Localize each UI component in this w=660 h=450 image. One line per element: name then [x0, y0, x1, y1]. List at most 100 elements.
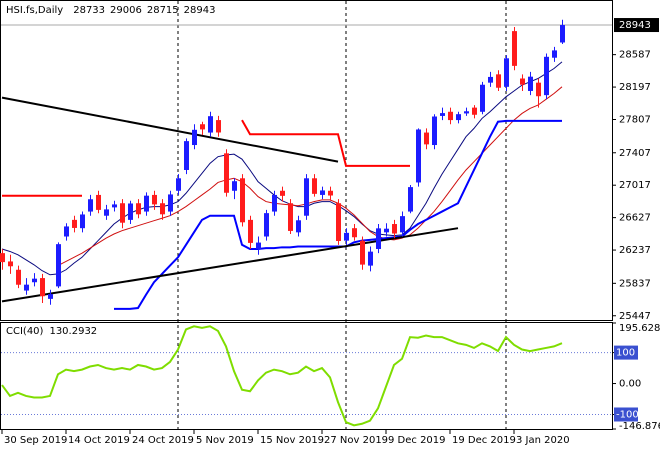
main-panel-frame: [0, 0, 613, 321]
candle-body: [280, 190, 285, 196]
candle-body: [352, 228, 357, 238]
candle-body: [56, 244, 61, 287]
cci-y-tick-label: -146.876: [619, 421, 660, 432]
candle-body: [504, 58, 509, 87]
candle-body: [464, 111, 469, 114]
candle-body: [176, 178, 181, 191]
candle-body: [40, 278, 45, 297]
candle-body: [240, 178, 245, 223]
candle-body: [64, 226, 69, 237]
candle-body: [264, 213, 269, 237]
y-tick-label: 28197: [619, 82, 651, 93]
candle-body: [32, 278, 37, 283]
candle-body: [368, 251, 373, 266]
candle-body: [456, 114, 461, 121]
candle-body: [248, 219, 253, 243]
candle-body: [120, 203, 125, 223]
candle-body: [376, 228, 381, 249]
cci-y-tick-label: 0.00: [619, 379, 641, 390]
candle-body: [528, 76, 533, 91]
candle-body: [400, 216, 405, 233]
cci-y-tick-label: 100: [616, 348, 635, 359]
level-label-box: [614, 345, 638, 360]
y-tick-label: 28587: [619, 50, 651, 61]
y-tick-label: 27407: [619, 148, 651, 159]
header-open: 28733: [73, 5, 105, 16]
candle-body: [184, 141, 189, 170]
candle-body: [312, 178, 317, 194]
candle-body: [304, 178, 309, 216]
y-tick-label: 26237: [619, 245, 651, 256]
candle-body: [536, 82, 541, 97]
cci-header: CCI(40) 130.2932: [6, 326, 97, 337]
candle-body: [328, 190, 333, 196]
candle-body: [168, 194, 173, 212]
y-tick-label: 27807: [619, 115, 651, 126]
x-tick-label: 14 Oct 2019: [68, 435, 130, 446]
x-tick-label: 27 Nov 2019: [324, 435, 388, 446]
x-tick-label: 30 Sep 2019: [4, 435, 67, 446]
candle-body: [256, 242, 261, 249]
candle-body: [80, 214, 85, 229]
y-tick-label: 25837: [619, 278, 651, 289]
candle-body: [8, 261, 13, 267]
candle-body: [448, 111, 453, 121]
candle-body: [104, 209, 109, 216]
candle-body: [216, 120, 221, 133]
cci-y-tick-label: -100: [616, 409, 639, 420]
chart-title: HSI.fs,Daily: [6, 5, 63, 16]
candle-body: [360, 240, 365, 265]
candle-body: [336, 203, 341, 241]
candle-body: [288, 203, 293, 231]
candle-body: [16, 269, 21, 285]
current-price-box: [614, 18, 659, 33]
candle-body: [488, 76, 493, 83]
header-low: 28715: [147, 5, 179, 16]
trendline: [1, 96, 339, 163]
cci-y-tick-label: 195.6284: [619, 323, 660, 334]
candle-body: [432, 116, 437, 146]
header-high: 29006: [110, 5, 142, 16]
candle-body: [224, 153, 229, 193]
candle-body: [320, 190, 325, 195]
candle-body: [480, 84, 485, 112]
candle-body: [208, 116, 213, 133]
indicator-line: [57, 86, 563, 267]
x-tick-label: 19 Dec 2019: [452, 435, 516, 446]
cci-panel-frame: [0, 322, 613, 430]
candle-body: [560, 25, 565, 43]
candle-body: [544, 56, 549, 96]
y-tick-label: 27017: [619, 180, 651, 191]
chart-header: HSI.fs,Daily 28733 29006 28715 28943: [6, 5, 215, 16]
cci-title: CCI(40): [6, 326, 44, 337]
candle-body: [440, 113, 445, 116]
candle-body: [160, 203, 165, 215]
candle-body: [272, 194, 277, 212]
trendline: [1, 227, 459, 303]
candle-body: [152, 194, 157, 205]
candle-body: [472, 107, 477, 115]
candle-body: [552, 50, 557, 58]
candle-body: [112, 204, 117, 208]
indicator-line: [2, 119, 410, 197]
candle-body: [520, 78, 525, 85]
current-price-label: 28943: [619, 20, 651, 31]
candle-body: [408, 187, 413, 212]
x-tick-label: 24 Oct 2019: [132, 435, 194, 446]
candle-body: [96, 194, 101, 210]
candle-body: [88, 199, 93, 212]
candle-body: [144, 195, 149, 212]
candle-body: [48, 294, 53, 299]
candle-body: [392, 224, 397, 234]
candle-body: [24, 284, 29, 291]
x-tick-label: 5 Nov 2019: [196, 435, 254, 446]
candle-body: [232, 181, 237, 191]
cci-line: [1, 325, 563, 427]
candle-body: [344, 232, 349, 241]
candle-body: [384, 228, 389, 233]
candle-body: [72, 219, 77, 228]
candle-body: [496, 74, 501, 88]
